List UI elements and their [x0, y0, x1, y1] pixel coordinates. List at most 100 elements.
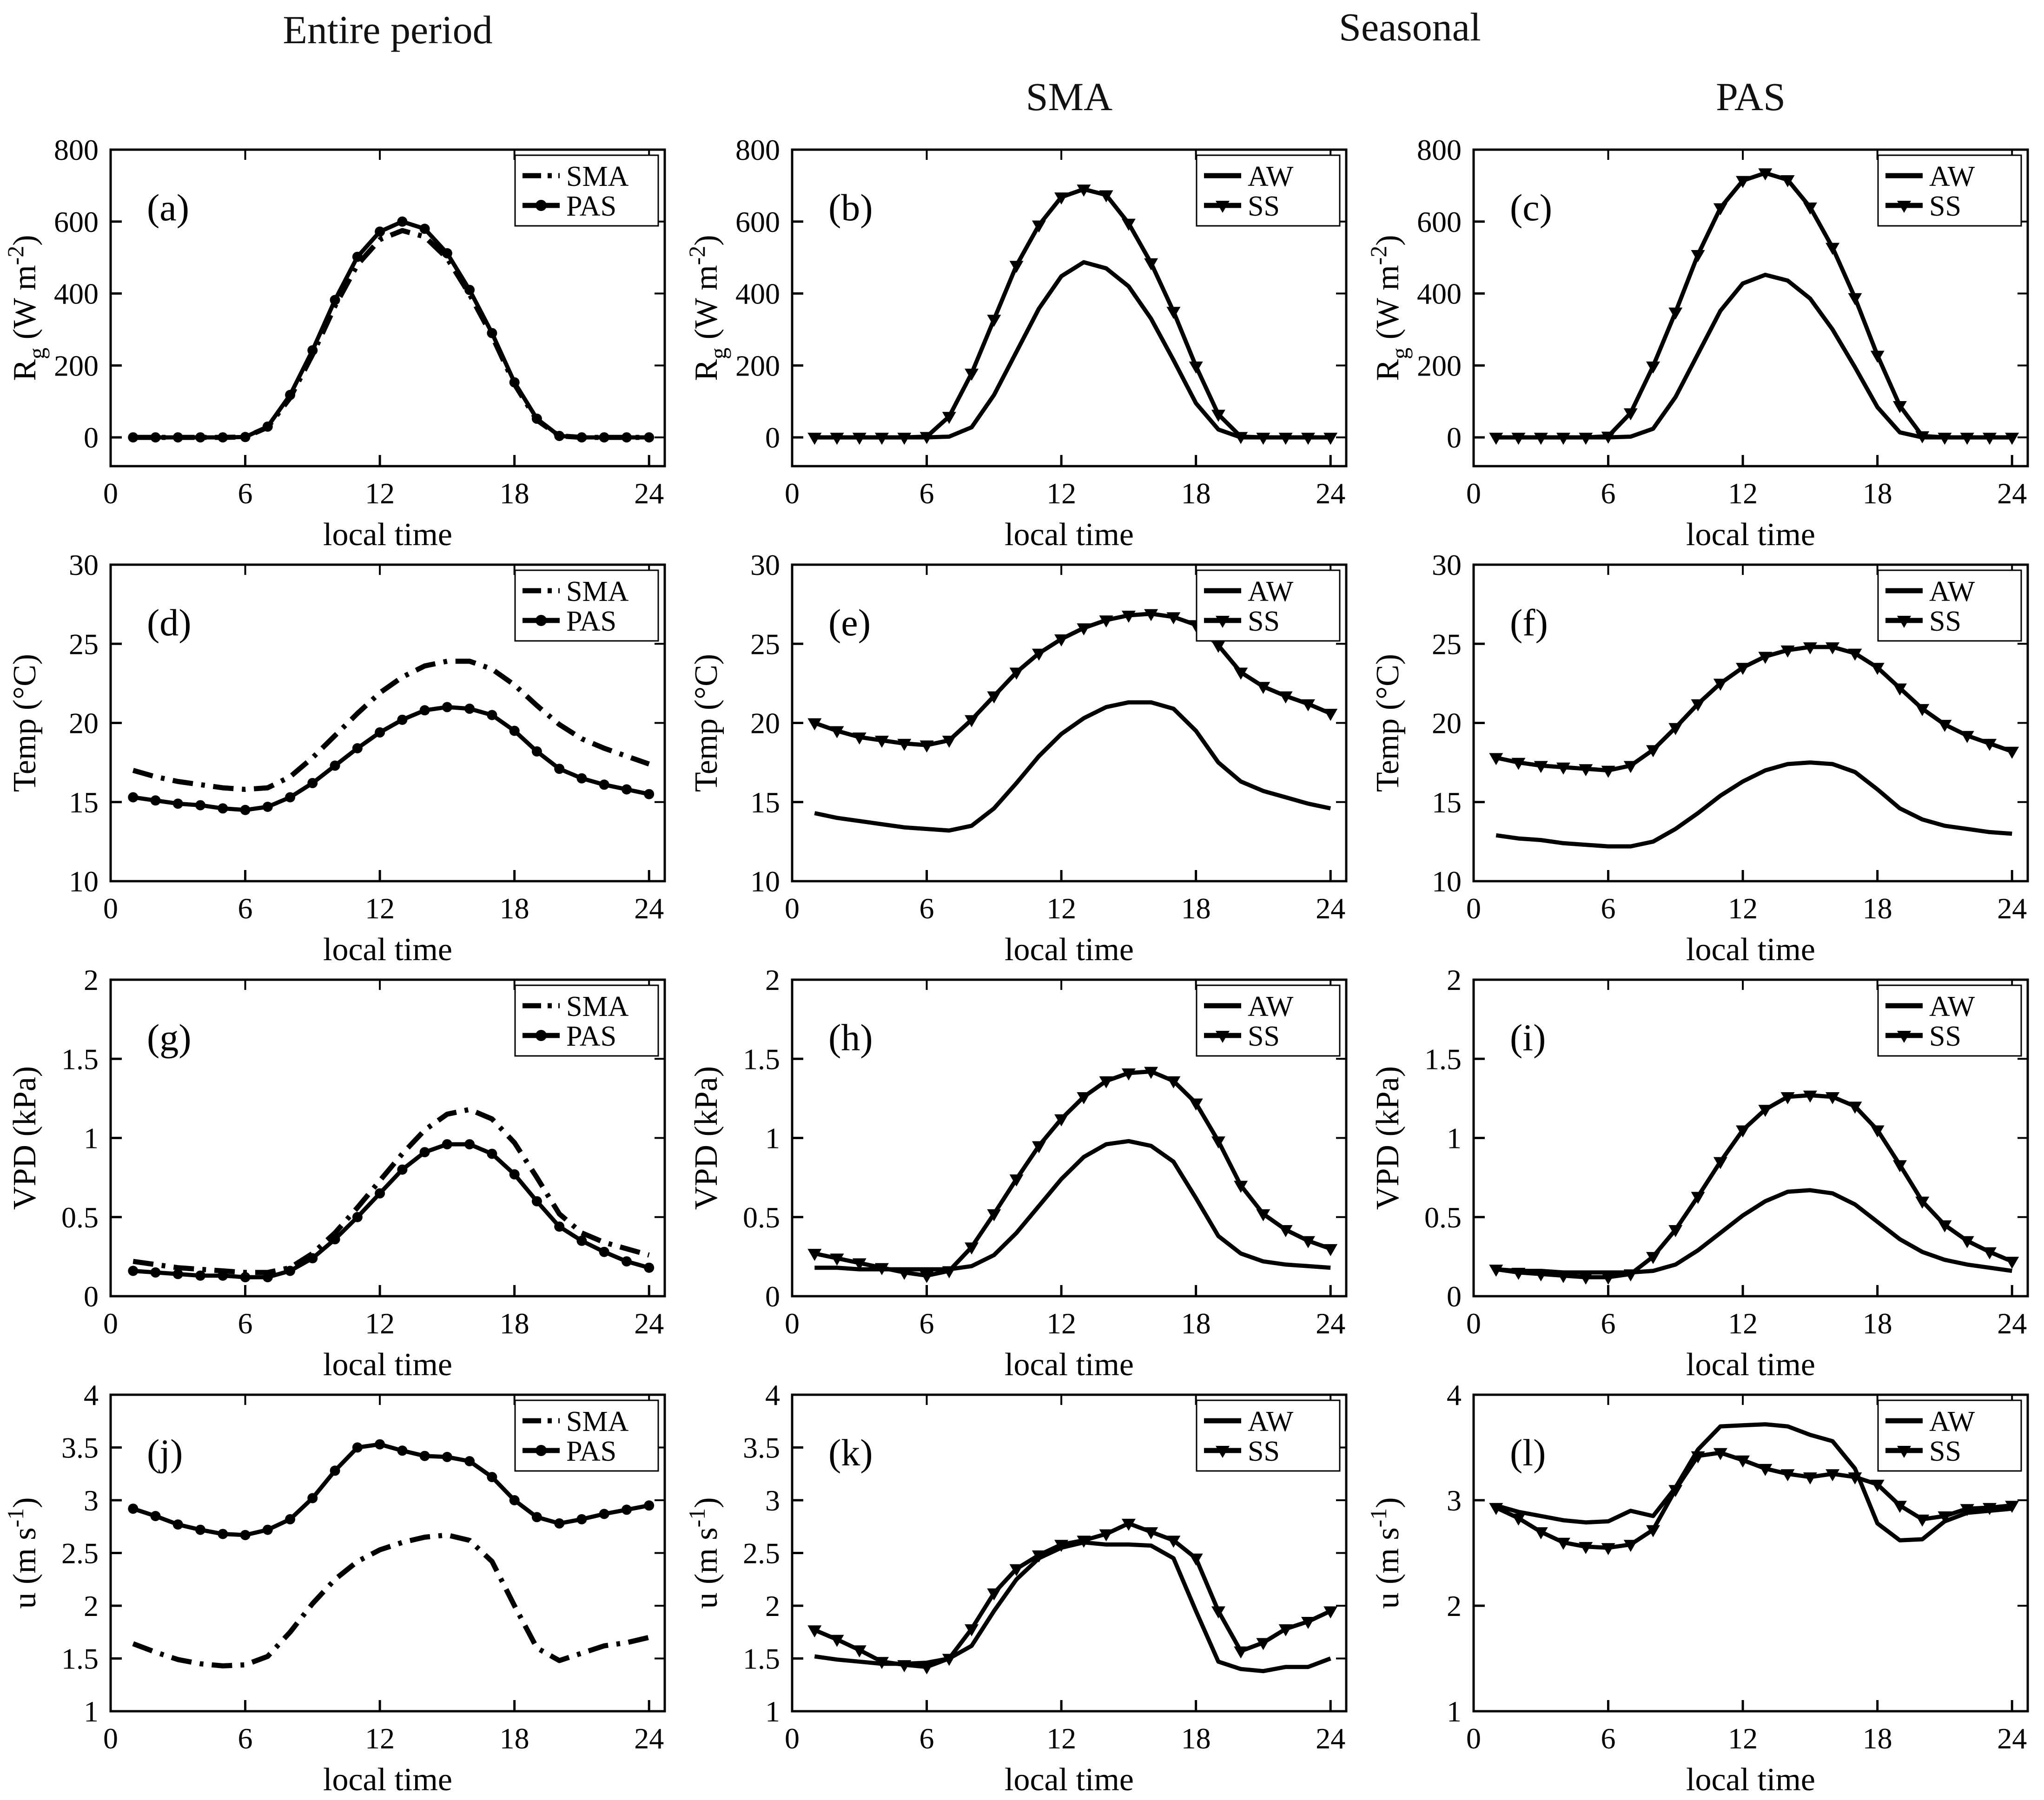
x-tick-label: 24	[634, 892, 664, 925]
panel-g: 0 6 12 18 24 0 0.5 1 1.5 2 local time VPD (kPa) (g) S…	[0, 963, 681, 1385]
x-tick-label: 18	[1181, 892, 1211, 925]
y-tick-label: 10	[69, 865, 99, 898]
circle-marker	[487, 1472, 497, 1483]
triangle-down-marker	[1511, 1267, 1526, 1280]
triangle-down-marker	[807, 1625, 822, 1638]
panel-c: 0 6 12 18 24 0 200 400 600 800 local time Rg​ (W m-…	[1363, 133, 2044, 554]
x-tick-label: 0	[785, 477, 800, 510]
triangle-down-marker	[1099, 615, 1113, 628]
x-tick-label: 12	[365, 892, 395, 925]
x-axis-label: local time	[323, 1347, 452, 1383]
legend-label: AW	[1929, 991, 1975, 1022]
triangle-down-marker	[1054, 1540, 1069, 1552]
x-tick-label: 6	[238, 1307, 253, 1340]
triangle-down-marker	[1099, 1076, 1113, 1088]
x-tick-label: 6	[1601, 477, 1616, 510]
triangle-down-marker	[830, 433, 844, 445]
y-tick-label: 600	[54, 205, 99, 238]
y-tick-label: 0.5	[61, 1201, 99, 1234]
triangle-down-marker	[1301, 433, 1315, 445]
x-tick-label: 0	[103, 477, 118, 510]
legend-box	[514, 1399, 659, 1472]
x-tick-label: 6	[1601, 1722, 1616, 1755]
triangle-down-marker	[942, 412, 956, 424]
plot-box	[791, 148, 1348, 468]
y-tick-label: 30	[69, 554, 99, 581]
x-tick-label: 12	[365, 477, 395, 510]
chart-svg: 0 6 12 18 24 10 15 20 25 30 local time Temp (°C) (e)…	[688, 548, 1348, 968]
y-tick-label: 3	[84, 1484, 99, 1517]
circle-marker	[128, 792, 139, 803]
triangle-down-marker	[1870, 1125, 1885, 1138]
triangle-down-marker	[1144, 1067, 1158, 1079]
circle-marker	[330, 1465, 340, 1476]
circle-marker	[240, 432, 251, 442]
y-tick-label: 200	[735, 349, 780, 382]
triangle-down-marker	[1077, 1536, 1091, 1548]
triangle-down-marker	[1301, 1617, 1315, 1629]
triangle-down-marker	[1556, 433, 1570, 445]
triangle-down-marker	[1211, 1606, 1225, 1619]
circle-marker	[172, 798, 183, 809]
y-axis-label: u (m s-1​)	[684, 1497, 724, 1609]
x-tick-label: 12	[1728, 1307, 1758, 1340]
circle-marker	[644, 789, 655, 799]
triangle-down-marker	[1556, 762, 1570, 775]
triangle-down-marker	[1623, 1540, 1638, 1552]
triangle-down-marker	[875, 736, 889, 748]
x-axis-label: local time	[1686, 517, 1815, 553]
legend-label: SS	[1929, 606, 1961, 637]
triangle-down-marker	[897, 738, 912, 751]
x-tick-label: 24	[634, 1722, 664, 1755]
legend-label: SS	[1248, 1021, 1280, 1052]
y-tick-label: 0	[84, 1280, 99, 1313]
triangle-down-marker	[919, 432, 934, 444]
triangle-down-marker	[1960, 1504, 1974, 1516]
x-axis-label: local time	[1686, 1347, 1815, 1383]
x-axis-label: local time	[323, 932, 452, 968]
y-tick-label: 3	[1447, 1484, 1462, 1517]
triangle-down-marker	[1691, 1192, 1705, 1204]
triangle-down-marker	[1534, 433, 1548, 445]
triangle-down-marker	[1256, 1638, 1270, 1650]
legend-box	[1877, 569, 2022, 642]
x-tick-label: 0	[785, 1307, 800, 1340]
triangle-down-marker	[852, 1258, 867, 1271]
panel-k: 0 6 12 18 24 1 1.5 2 2.5 3 3.5 4 local time u (m s-1​…	[681, 1378, 1363, 1800]
triangle-down-marker	[1323, 709, 1338, 721]
plot-box	[1472, 1393, 2029, 1713]
circle-marker	[464, 1139, 475, 1150]
circle-marker	[262, 421, 273, 432]
x-tick-label: 18	[500, 1722, 529, 1755]
triangle-down-marker	[1780, 1469, 1795, 1482]
legend-label: SMA	[566, 1406, 629, 1437]
series-line-AW	[814, 1540, 1331, 1674]
y-axis-label: Rg​ (W m-2​)	[2, 235, 50, 381]
triangle-down-marker	[919, 1662, 934, 1675]
x-tick-label: 24	[1316, 1722, 1345, 1755]
circle-marker	[419, 224, 430, 234]
triangle-down-marker	[1826, 1469, 1840, 1482]
circle-marker	[128, 1266, 139, 1276]
y-axis-label: Temp (°C)	[7, 654, 43, 792]
x-tick-label: 12	[1046, 1722, 1076, 1755]
y-tick-label: 4	[765, 1385, 780, 1411]
triangle-down-marker	[1983, 1503, 1997, 1515]
panel-letter: (c)	[1510, 186, 1552, 229]
triangle-down-marker	[1009, 261, 1024, 273]
triangle-down-marker	[1009, 1564, 1024, 1576]
y-tick-label: 3.5	[61, 1431, 99, 1464]
y-tick-label: 20	[750, 707, 780, 740]
circle-marker	[509, 377, 520, 388]
triangle-down-marker	[1938, 1511, 1952, 1523]
circle-marker	[644, 432, 655, 443]
triangle-down-marker	[1646, 361, 1660, 374]
y-tick-label: 30	[750, 554, 780, 581]
series-line-SS	[1495, 645, 2013, 773]
panel-letter: (e)	[828, 601, 871, 644]
circle-marker	[307, 1493, 318, 1503]
circle-marker	[240, 804, 251, 815]
series-line-SS	[1495, 1093, 2013, 1279]
triangle-down-marker	[1077, 1092, 1091, 1104]
